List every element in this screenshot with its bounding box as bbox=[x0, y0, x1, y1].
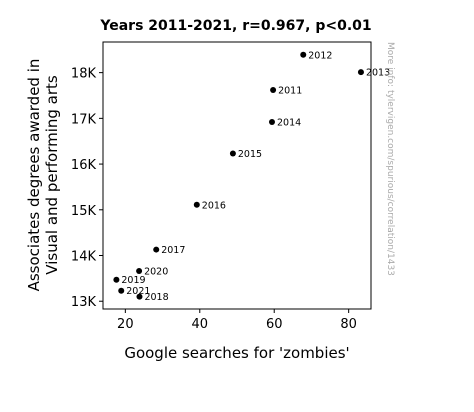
data-point-label: 2013 bbox=[366, 68, 390, 79]
plot-area bbox=[102, 41, 372, 310]
data-point-label: 2012 bbox=[308, 50, 332, 61]
data-point-label: 2018 bbox=[144, 292, 168, 303]
x-tick-label: 40 bbox=[192, 317, 209, 332]
data-point bbox=[229, 150, 236, 157]
y-axis-label-line-2: Visual and performing arts bbox=[43, 75, 61, 275]
data-point bbox=[300, 51, 307, 58]
data-point bbox=[268, 119, 275, 126]
y-tick-label: 16K bbox=[71, 158, 97, 173]
data-point-label: 2019 bbox=[121, 275, 145, 286]
data-point-label: 2021 bbox=[126, 286, 150, 297]
data-point bbox=[270, 87, 277, 94]
data-point-label: 2011 bbox=[278, 86, 302, 97]
data-point bbox=[136, 293, 143, 300]
data-point bbox=[357, 69, 364, 76]
watermark: More info: tylervigen.com/spurious/corre… bbox=[385, 42, 395, 276]
data-point bbox=[136, 268, 143, 275]
data-point-label: 2015 bbox=[238, 149, 262, 160]
x-tick-label: 20 bbox=[117, 317, 134, 332]
x-tick-label: 80 bbox=[340, 317, 357, 332]
chart-title: Years 2011-2021, r=0.967, p<0.01 bbox=[99, 18, 371, 34]
y-tick-label: 18K bbox=[71, 67, 97, 82]
y-axis-label-line-1: Associates degrees awarded in bbox=[25, 59, 43, 292]
data-point-label: 2014 bbox=[277, 118, 301, 129]
x-axis: 20 40 60 80 bbox=[117, 309, 357, 332]
y-tick-label: 17K bbox=[71, 112, 97, 127]
data-point-label: 2017 bbox=[161, 245, 185, 256]
y-axis: 13K 14K 15K 16K 17K 18K bbox=[71, 67, 103, 310]
data-point bbox=[118, 287, 125, 294]
x-axis-label: Google searches for 'zombies' bbox=[124, 344, 349, 362]
y-tick-label: 13K bbox=[71, 295, 97, 310]
data-points: 2011 2012 2013 2014 2015 2016 2017 2018 20192020… bbox=[113, 50, 390, 303]
x-tick-label: 60 bbox=[266, 317, 283, 332]
y-axis-label: Associates degrees awarded in Visual and… bbox=[25, 59, 61, 292]
y-tick-label: 15K bbox=[71, 204, 97, 219]
data-point bbox=[113, 276, 120, 283]
y-tick-label: 14K bbox=[71, 250, 97, 265]
data-point bbox=[193, 201, 200, 208]
data-point-label: 2020 bbox=[144, 267, 168, 278]
data-point bbox=[153, 246, 160, 253]
data-point-label: 2016 bbox=[202, 200, 226, 211]
